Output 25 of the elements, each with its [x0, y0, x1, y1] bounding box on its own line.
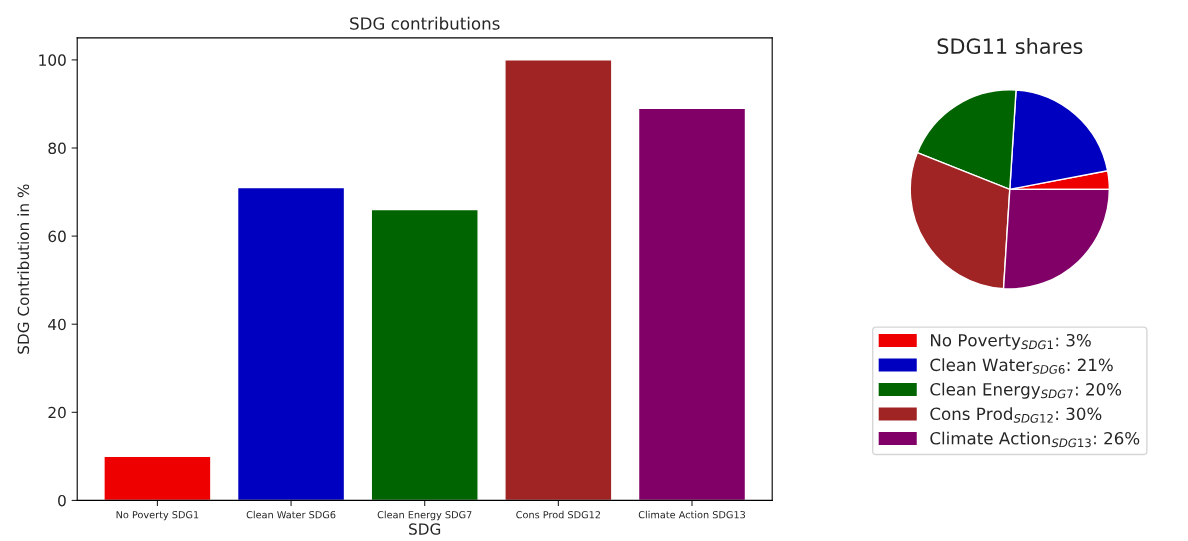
- y-tick-label: 80: [48, 142, 66, 155]
- x-tick-label: Clean Water SDG6: [246, 510, 336, 519]
- x-tick-label: No Poverty SDG1: [116, 511, 199, 521]
- legend-label: Cons Prod$_{SDG12}$: 30%: [930, 407, 1102, 423]
- chart-title: SDG11 shares: [937, 37, 1083, 55]
- legend-label: Clean Water$_{SDG6}$: 21%: [930, 358, 1113, 374]
- y-axis-title: SDG Contribution in %: [17, 184, 30, 354]
- chart-title: SDG contributions: [350, 16, 500, 30]
- legend-label: Clean Energy$_{SDG7}$: 20%: [930, 382, 1122, 399]
- legend-label: No Poverty$_{SDG1}$: 3%: [931, 333, 1091, 350]
- bar: [504, 59, 613, 501]
- x-tick-label: Cons Prod SDG12: [516, 510, 601, 519]
- y-tick-label: 60: [48, 230, 66, 243]
- x-tick-label: Clean Energy SDG7: [377, 510, 472, 521]
- bar: [370, 208, 479, 501]
- legend-label: Climate Action$_{SDG13}$: 26%: [930, 431, 1140, 448]
- bar: [103, 455, 212, 501]
- bar: [637, 107, 747, 501]
- y-tick-label: 0: [58, 494, 66, 507]
- x-axis-title: SDG: [409, 523, 441, 535]
- y-tick-label: 40: [48, 318, 66, 331]
- x-tick-label: Climate Action SDG13: [638, 510, 746, 519]
- bar: [236, 186, 346, 501]
- y-tick-label: 20: [48, 406, 66, 419]
- y-tick-label: 100: [39, 54, 66, 66]
